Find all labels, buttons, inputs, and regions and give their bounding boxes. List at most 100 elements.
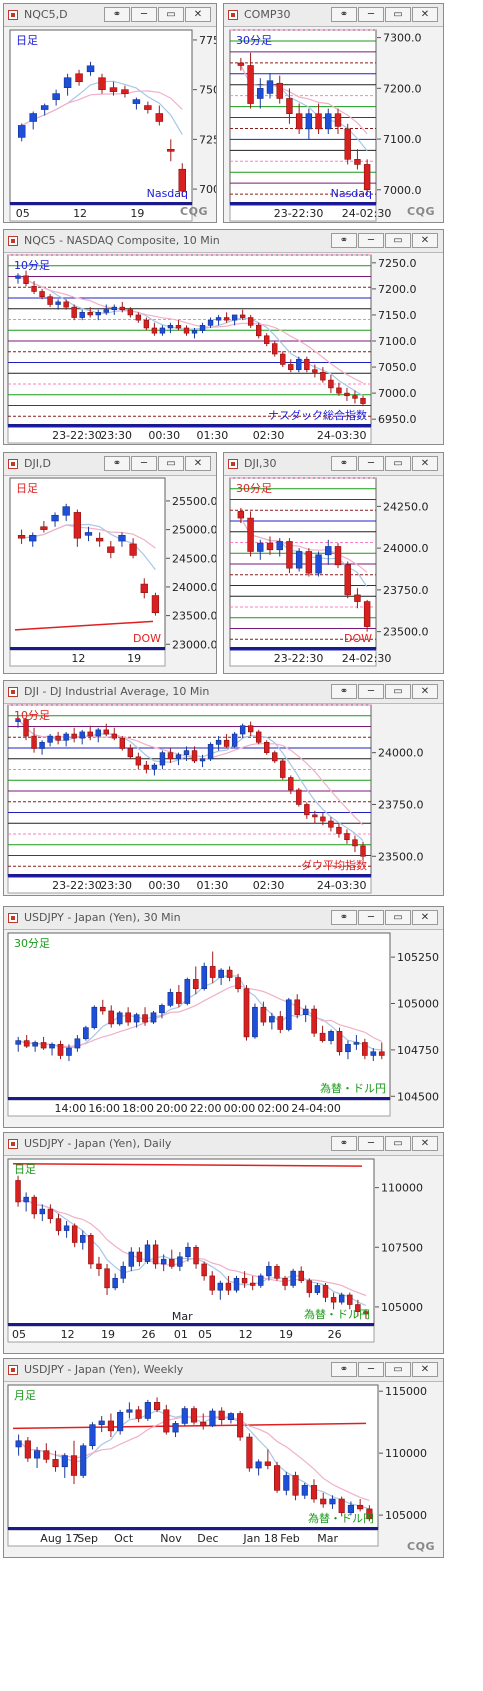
restore-button[interactable]: ▭ xyxy=(385,233,411,248)
minimize-button[interactable]: ─ xyxy=(131,7,157,22)
link-button[interactable]: ⚭ xyxy=(331,1136,357,1151)
candle xyxy=(96,532,104,547)
candle-body xyxy=(31,735,37,749)
restore-button[interactable]: ▭ xyxy=(385,910,411,925)
minimize-button[interactable]: ─ xyxy=(358,1362,384,1377)
y-tick-label: 6950.0 xyxy=(378,413,417,426)
y-tick-label: 105000 xyxy=(385,1509,427,1522)
app-icon xyxy=(8,10,18,20)
window-titlebar[interactable]: DJI - DJ Industrial Average, 10 Min ⚭ ─ ▭ ✕ xyxy=(4,681,443,704)
chart-window-usdjpyw[interactable]: USDJPY - Japan (Yen), Weekly ⚭ ─ ▭ ✕ 115000 11… xyxy=(3,1358,444,1558)
window-titlebar[interactable]: DJI,D ⚭ ─ ▭ ✕ xyxy=(4,453,216,476)
chart-window-dji30[interactable]: DJI,30 ⚭ ─ ▭ ✕ 24250.0 24000.0 23750.0 23500.0 23… xyxy=(223,452,444,674)
link-button[interactable]: ⚭ xyxy=(331,456,357,471)
window-titlebar[interactable]: COMP30 ⚭ ─ ▭ ✕ xyxy=(224,4,443,27)
link-button[interactable]: ⚭ xyxy=(104,456,130,471)
candle xyxy=(237,508,245,524)
chart-window-comp30[interactable]: COMP30 ⚭ ─ ▭ ✕ 7300.0 7200.0 7100.0 7000.0 23-22:… xyxy=(223,3,444,223)
candle xyxy=(344,829,350,844)
y-tick-label: 105000 xyxy=(381,1301,423,1314)
candle-body xyxy=(274,1266,280,1279)
time-axis-bar xyxy=(8,424,371,427)
restore-button[interactable]: ▭ xyxy=(385,7,411,22)
link-button[interactable]: ⚭ xyxy=(331,910,357,925)
candle-body xyxy=(302,1008,309,1015)
x-tick-label: 26 xyxy=(142,1328,156,1341)
candle-body xyxy=(63,1225,70,1231)
candle-body xyxy=(304,358,310,370)
x-tick-label: 24-03:30 xyxy=(317,429,367,442)
close-button[interactable]: ✕ xyxy=(412,1362,438,1377)
close-button[interactable]: ✕ xyxy=(412,1136,438,1151)
time-axis-bar xyxy=(8,874,371,877)
window-titlebar[interactable]: USDJPY - Japan (Yen), 30 Min ⚭ ─ ▭ ✕ xyxy=(4,907,443,930)
candle xyxy=(116,1010,123,1026)
link-button[interactable]: ⚭ xyxy=(331,684,357,699)
restore-button[interactable]: ▭ xyxy=(385,456,411,471)
chart-window-nqc5d[interactable]: NQC5,D ⚭─▭✕ 7750.0 7500.0 7250.0 7000.0 05 12 19… xyxy=(3,3,217,223)
candle xyxy=(274,1461,281,1493)
restore-button[interactable]: ▭ xyxy=(385,684,411,699)
candle xyxy=(111,304,117,315)
chart-window-usdjpy30[interactable]: USDJPY - Japan (Yen), 30 Min ⚭ ─ ▭ ✕ 105250 10… xyxy=(3,906,444,1128)
close-button[interactable]: ✕ xyxy=(412,910,438,925)
candle xyxy=(347,1292,353,1310)
candle xyxy=(167,322,174,334)
month-label: Mar xyxy=(172,1310,193,1323)
close-button[interactable]: ✕ xyxy=(185,7,211,22)
link-button[interactable]: ⚭ xyxy=(331,7,357,22)
window-titlebar[interactable]: NQC5 - NASDAQ Composite, 10 Min ⚭ ─ ▭ ✕ xyxy=(4,230,443,253)
candle-body xyxy=(200,1421,207,1427)
candle xyxy=(57,1040,64,1060)
minimize-button[interactable]: ─ xyxy=(358,684,384,699)
restore-button[interactable]: ▭ xyxy=(158,456,184,471)
close-button[interactable]: ✕ xyxy=(185,456,211,471)
candle-body xyxy=(311,1008,317,1034)
chart-window-nqc5_10[interactable]: NQC5 - NASDAQ Composite, 10 Min ⚭ ─ ▭ ✕ 7250.… xyxy=(3,229,444,445)
window-titlebar[interactable]: USDJPY - Japan (Yen), Daily ⚭ ─ ▭ ✕ xyxy=(4,1133,443,1156)
candle xyxy=(314,1283,321,1295)
candle-body xyxy=(98,77,106,90)
minimize-button[interactable]: ─ xyxy=(358,1136,384,1151)
chart-window-dji_10[interactable]: DJI - DJ Industrial Average, 10 Min ⚭ ─ ▭ ✕ 2… xyxy=(3,680,444,896)
minimize-button[interactable]: ─ xyxy=(358,7,384,22)
restore-button[interactable]: ▭ xyxy=(385,1136,411,1151)
window-title: DJI - DJ Industrial Average, 10 Min xyxy=(24,685,210,698)
candle-body xyxy=(334,113,342,127)
candle-body xyxy=(135,756,142,766)
candle xyxy=(178,163,187,198)
restore-button[interactable]: ▭ xyxy=(158,7,184,22)
candle xyxy=(209,951,216,984)
minimize-button[interactable]: ─ xyxy=(358,233,384,248)
link-button[interactable]: ⚭ xyxy=(104,7,130,22)
chart-window-djid[interactable]: DJI,D ⚭ ─ ▭ ✕ 25500.0 25000.0 24500.0 24000.0 235… xyxy=(3,452,217,674)
link-button[interactable]: ⚭ xyxy=(331,1362,357,1377)
minimize-button[interactable]: ─ xyxy=(131,456,157,471)
link-button[interactable]: ⚭ xyxy=(331,233,357,248)
minimize-button[interactable]: ─ xyxy=(358,456,384,471)
candle-body xyxy=(23,719,29,737)
candle-body xyxy=(63,301,69,308)
close-button[interactable]: ✕ xyxy=(412,7,438,22)
candle-body xyxy=(320,371,326,381)
x-tick-label: 00:00 xyxy=(224,1102,256,1115)
close-button[interactable]: ✕ xyxy=(412,233,438,248)
close-button[interactable]: ✕ xyxy=(412,684,438,699)
close-button[interactable]: ✕ xyxy=(412,456,438,471)
candle-body xyxy=(305,551,313,574)
candle xyxy=(150,1010,157,1024)
minimize-button[interactable]: ─ xyxy=(358,910,384,925)
restore-button[interactable]: ▭ xyxy=(385,1362,411,1377)
window-titlebar[interactable]: USDJPY - Japan (Yen), Weekly ⚭ ─ ▭ ✕ xyxy=(4,1359,443,1382)
chart-svg: 110000 107500 105000 05 12 19 26 01 05 12 19 26 Mar 日… xyxy=(7,1158,423,1343)
candle-body xyxy=(274,1465,281,1491)
candle xyxy=(29,532,37,547)
candle xyxy=(15,1036,22,1052)
window-titlebar[interactable]: NQC5,D ⚭ ─ ▭ ✕ xyxy=(4,4,216,27)
y-tick-label: 105250 xyxy=(397,951,439,964)
candle xyxy=(84,526,93,542)
chart-window-usdjpyd[interactable]: USDJPY - Japan (Yen), Daily ⚭ ─ ▭ ✕ 110000 107… xyxy=(3,1132,444,1354)
window-titlebar[interactable]: DJI,30 ⚭ ─ ▭ ✕ xyxy=(224,453,443,476)
candle xyxy=(31,727,37,753)
candle xyxy=(338,1292,345,1305)
